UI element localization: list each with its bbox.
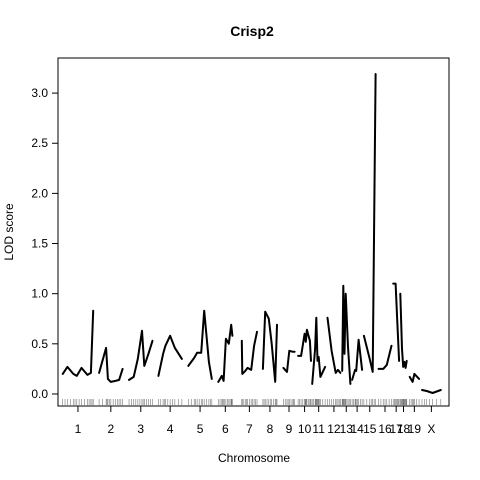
y-tick-label: 1.5 xyxy=(31,237,48,251)
x-tick-label-chr-19: 19 xyxy=(408,422,422,436)
lod-curve-chr-9 xyxy=(282,349,296,373)
x-tick-label-chr-2: 2 xyxy=(107,422,114,436)
x-tick-label-chr-12: 12 xyxy=(327,422,341,436)
lod-curve-chr-1 xyxy=(61,309,95,377)
y-axis-label: LOD score xyxy=(2,203,16,261)
lod-curve-chr-4 xyxy=(157,334,183,377)
y-axis: 0.0 0.5 1.0 1.5 2.0 2.5 3.0 xyxy=(31,86,58,401)
x-tick-label-chr-5: 5 xyxy=(197,422,204,436)
lod-curve-chr-8 xyxy=(261,310,278,383)
lod-curve-chr-7 xyxy=(240,330,258,375)
x-tick-label-chr-17: 17 xyxy=(389,422,403,436)
lod-curves xyxy=(61,73,442,394)
chart-title: Crisp2 xyxy=(230,23,274,39)
x-tick-label-chr-16: 16 xyxy=(378,422,392,436)
marker-rug xyxy=(62,399,442,406)
lod-curve-chr-12 xyxy=(326,316,342,374)
x-tick-label-chr-4: 4 xyxy=(167,422,174,436)
x-tick-label-chr-1: 1 xyxy=(75,422,82,436)
y-tick-label: 0.5 xyxy=(31,337,48,351)
x-tick-label-chr-13: 13 xyxy=(340,422,354,436)
x-tick-label-chr-9: 9 xyxy=(286,422,293,436)
lod-curve-chr-5 xyxy=(187,309,213,380)
x-tick-label-chr-X: X xyxy=(427,422,435,436)
x-tick-label-chr-10: 10 xyxy=(298,422,312,436)
x-tick-label-chr-3: 3 xyxy=(137,422,144,436)
y-tick-label: 2.0 xyxy=(31,186,48,200)
lod-curve-chr-13 xyxy=(341,284,352,385)
lod-curve-chr-15 xyxy=(362,73,377,373)
lod-curve-chr-10 xyxy=(297,328,312,362)
y-tick-label: 1.0 xyxy=(31,287,48,301)
x-axis-label: Chromosome xyxy=(218,451,290,465)
lod-curve-chr-6 xyxy=(217,323,234,383)
x-tick-label-chr-7: 7 xyxy=(246,422,253,436)
lod-curve-chr-14 xyxy=(351,338,364,381)
x-tick-label-chr-15: 15 xyxy=(363,422,377,436)
y-tick-label: 2.5 xyxy=(31,136,48,150)
y-tick-label: 0.0 xyxy=(31,387,48,401)
lod-curve-chr-19 xyxy=(408,372,421,383)
lod-curve-chr-X xyxy=(421,389,442,394)
lod-curve-chr-2 xyxy=(98,346,124,383)
lod-curve-chr-16 xyxy=(377,344,393,370)
x-tick-label-chr-6: 6 xyxy=(222,422,229,436)
x-tick-label-chr-11: 11 xyxy=(312,422,325,436)
lod-curve-chr-3 xyxy=(128,329,154,381)
plot-frame xyxy=(57,57,450,407)
y-tick-label: 3.0 xyxy=(31,86,48,100)
lod-curve-chr-18 xyxy=(399,292,408,369)
lod-curve-chr-11 xyxy=(311,316,327,385)
x-tick-label-chr-14: 14 xyxy=(350,422,364,436)
x-tick-label-chr-18: 18 xyxy=(397,422,411,436)
x-tick-label-chr-8: 8 xyxy=(267,422,274,436)
lod-curve-chr-17 xyxy=(392,282,401,362)
